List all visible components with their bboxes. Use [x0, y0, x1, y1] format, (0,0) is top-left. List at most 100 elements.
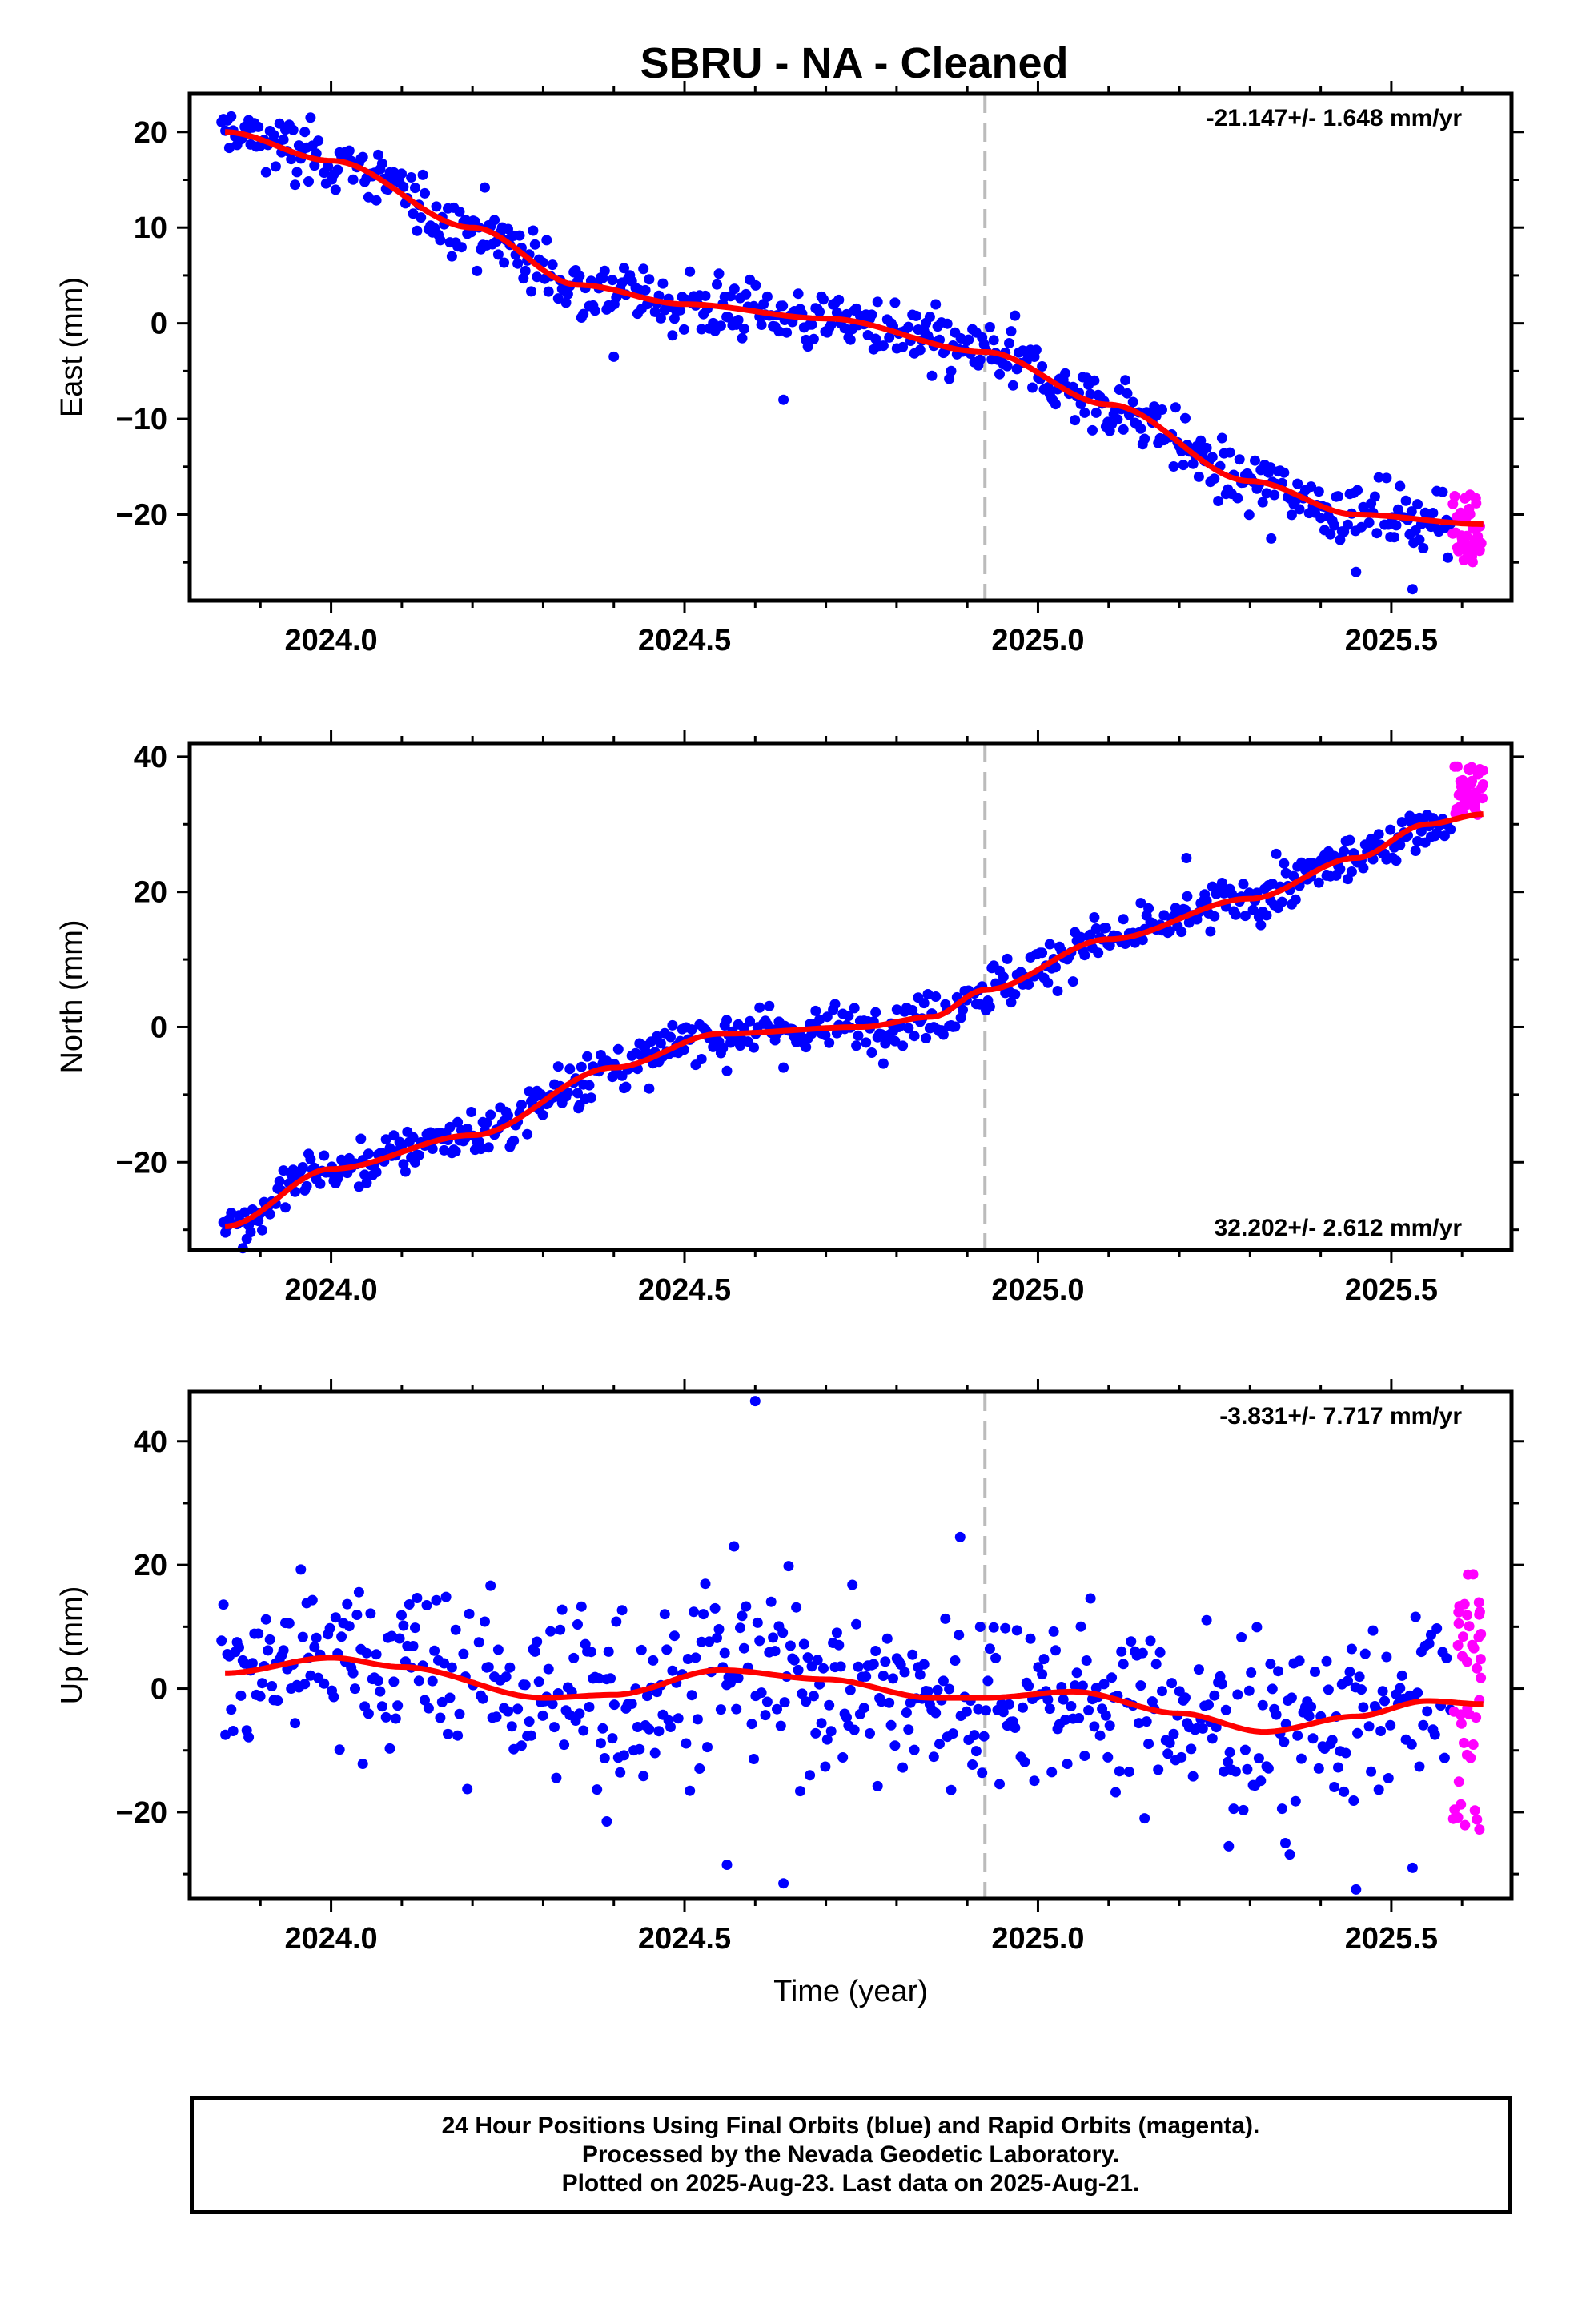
final-orbit-point [866, 1047, 877, 1058]
final-orbit-point [616, 1605, 628, 1616]
final-orbit-point [516, 1100, 527, 1111]
final-orbit-point [529, 239, 540, 250]
final-orbit-point [357, 151, 368, 163]
final-orbit-point [665, 1031, 676, 1043]
final-orbit-point [1313, 486, 1324, 497]
final-orbit-point [371, 195, 382, 206]
north-rapid-points [1449, 761, 1488, 820]
rapid-orbit-point [1452, 1812, 1464, 1823]
rapid-orbit-point [1456, 1718, 1467, 1729]
rapid-orbit-point [1477, 793, 1488, 804]
final-orbit-point [584, 1080, 595, 1091]
final-orbit-point [436, 1696, 448, 1707]
final-orbit-point [1339, 1786, 1350, 1797]
final-orbit-point [1058, 1694, 1069, 1705]
final-orbit-point [998, 971, 1009, 983]
final-orbit-point [529, 1646, 540, 1657]
final-orbit-point [1187, 1771, 1199, 1782]
x-tick-label: 2024.0 [284, 1273, 377, 1307]
final-orbit-point [533, 1676, 544, 1687]
final-orbit-point [361, 1177, 372, 1188]
final-orbit-point [1224, 1747, 1235, 1758]
final-orbit-point [589, 305, 600, 316]
final-orbit-point [1193, 471, 1204, 482]
rapid-orbit-point [1462, 1610, 1473, 1621]
y-tick-label: 20 [134, 876, 167, 910]
final-orbit-point [1346, 1643, 1357, 1655]
final-orbit-point [1269, 489, 1280, 501]
final-orbit-point [543, 1663, 554, 1675]
final-orbit-point [423, 1703, 434, 1714]
final-orbit-point [994, 1779, 1005, 1790]
final-orbit-point [696, 1054, 707, 1064]
final-orbit-point [1286, 509, 1297, 521]
final-orbit-point [843, 1011, 854, 1022]
final-orbit-point [930, 299, 942, 310]
final-orbit-point [1255, 919, 1267, 931]
final-orbit-point [1294, 504, 1305, 515]
final-orbit-point [1203, 1699, 1214, 1711]
final-orbit-point [820, 1030, 831, 1041]
final-orbit-point [1271, 848, 1282, 859]
final-orbit-point [255, 1691, 266, 1702]
final-orbit-point [954, 1531, 966, 1542]
rapid-orbit-point [1474, 1824, 1485, 1835]
rapid-orbit-point [1458, 1631, 1468, 1642]
final-orbit-point [911, 310, 921, 321]
final-orbit-point [1224, 447, 1235, 458]
final-orbit-point [347, 1667, 359, 1679]
final-orbit-point [477, 1693, 488, 1704]
final-orbit-point [1164, 926, 1175, 937]
final-orbit-point [926, 370, 938, 381]
final-orbit-point [299, 1679, 311, 1690]
final-orbit-point [1216, 878, 1227, 888]
final-orbit-point [897, 341, 909, 352]
final-orbit-point [1290, 1795, 1301, 1807]
final-orbit-point [564, 1063, 576, 1075]
final-orbit-point [299, 127, 311, 138]
rapid-orbit-point [1461, 530, 1472, 541]
y-tick-label: 40 [134, 1425, 167, 1459]
final-orbit-point [526, 1730, 536, 1741]
final-orbit-point [764, 1000, 775, 1011]
final-orbit-point [865, 1728, 875, 1739]
final-orbit-point [1025, 1633, 1036, 1644]
final-orbit-point [1074, 1713, 1085, 1723]
final-orbit-point [1027, 382, 1038, 393]
final-orbit-point [371, 1649, 382, 1660]
final-orbit-point [1250, 455, 1260, 466]
final-orbit-point [837, 1752, 849, 1763]
final-orbit-point [1352, 485, 1363, 496]
final-orbit-point [702, 1742, 713, 1753]
final-orbit-point [709, 1602, 721, 1614]
final-orbit-point [1180, 1692, 1191, 1703]
final-orbit-point [1315, 513, 1327, 524]
final-orbit-point [1429, 1729, 1440, 1740]
final-orbit-point [1106, 1672, 1118, 1683]
final-orbit-point [802, 1652, 813, 1663]
final-orbit-point [1236, 1632, 1247, 1642]
final-orbit-point [324, 1622, 335, 1634]
final-orbit-point [1178, 460, 1189, 471]
final-orbit-point [452, 1730, 464, 1741]
final-orbit-point [1257, 1699, 1268, 1711]
final-orbit-point [1127, 396, 1138, 408]
final-orbit-point [1439, 1752, 1450, 1763]
final-orbit-point [319, 1150, 330, 1161]
final-orbit-point [380, 1134, 391, 1145]
final-orbit-point [1209, 911, 1220, 922]
final-orbit-point [1363, 1721, 1375, 1732]
final-orbit-point [491, 1711, 502, 1723]
final-orbit-point [421, 1600, 432, 1610]
final-orbit-point [420, 187, 430, 199]
final-orbit-point [818, 294, 829, 305]
final-orbit-point [866, 309, 877, 320]
final-orbit-point [1427, 508, 1439, 518]
final-orbit-point [410, 1622, 420, 1634]
x-tick-label: 2025.5 [1345, 1273, 1438, 1307]
final-orbit-point [1348, 1795, 1359, 1806]
final-orbit-point [514, 230, 525, 241]
rapid-orbit-point [1464, 503, 1475, 514]
final-orbit-point [556, 1604, 568, 1615]
rapid-orbit-point [1478, 779, 1488, 790]
